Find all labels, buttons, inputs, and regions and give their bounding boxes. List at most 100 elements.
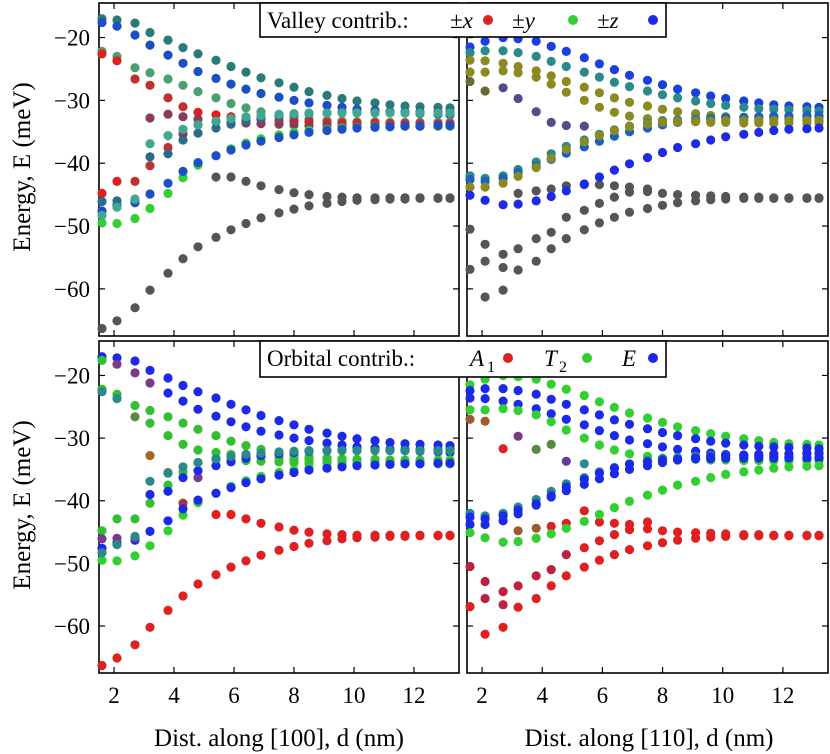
data-point [256, 136, 266, 146]
data-point [513, 93, 523, 104]
data-point [609, 530, 620, 540]
data-point [531, 410, 541, 420]
data-point [178, 135, 188, 145]
data-point [433, 193, 443, 203]
x-tick-label: 12 [771, 683, 794, 708]
data-point [609, 107, 620, 117]
data-point [739, 96, 749, 106]
data-point [721, 132, 731, 142]
data-point [754, 465, 764, 475]
data-point [465, 67, 475, 77]
data-point [400, 121, 410, 131]
data-point [579, 82, 589, 92]
legend-valley-label-y: ±y [512, 8, 536, 33]
data-point [97, 218, 107, 228]
data-point [112, 540, 122, 550]
data-point [657, 538, 668, 548]
data-point [754, 441, 764, 451]
data-point [130, 640, 140, 650]
data-point [609, 463, 620, 473]
data-point [289, 130, 299, 140]
data-point [145, 68, 155, 78]
data-point [784, 462, 794, 472]
data-point [609, 165, 620, 175]
data-point [609, 65, 620, 75]
data-point [130, 303, 140, 313]
data-point [226, 114, 236, 124]
data-point [561, 399, 571, 409]
data-point [657, 188, 668, 198]
data-point [163, 431, 173, 441]
data-point [657, 485, 668, 495]
data-point [211, 232, 221, 242]
data-point [256, 88, 266, 99]
data-point [657, 442, 668, 452]
data-point [241, 441, 251, 451]
data-point [721, 431, 731, 441]
data-point [163, 142, 173, 153]
data-point [226, 79, 236, 89]
data-point [163, 74, 173, 84]
data-point [352, 461, 362, 471]
data-point [465, 182, 475, 192]
data-point [769, 453, 779, 463]
data-point [546, 581, 556, 591]
data-point [304, 201, 314, 211]
data-point [211, 509, 221, 520]
y-tick-label: −40 [54, 151, 90, 176]
data-point [145, 27, 155, 38]
data-point [415, 108, 425, 118]
data-point [211, 488, 221, 498]
data-point [579, 67, 589, 77]
data-point [211, 454, 221, 464]
data-point [289, 95, 299, 105]
data-point [370, 530, 380, 540]
data-point [579, 506, 589, 516]
data-point [546, 153, 556, 163]
data-point [352, 446, 362, 456]
legend-orbital-label-a1: A [468, 346, 485, 371]
data-point [322, 191, 332, 202]
data-point [97, 17, 107, 28]
data-point [304, 87, 314, 97]
data-point [274, 185, 284, 195]
data-point [465, 405, 475, 415]
data-point [513, 509, 523, 519]
data-point [211, 151, 221, 161]
data-point [193, 49, 203, 59]
data-point [691, 139, 701, 149]
data-point [480, 416, 490, 426]
data-point [289, 420, 299, 430]
data-point [579, 474, 589, 484]
data-point [642, 457, 653, 467]
data-point [609, 503, 620, 513]
data-point [130, 213, 140, 224]
data-point [642, 86, 653, 96]
data-point [274, 78, 284, 88]
data-point [226, 61, 236, 72]
data-point [274, 132, 284, 143]
data-point [754, 192, 764, 202]
data-point [385, 100, 395, 110]
data-point [498, 396, 508, 406]
data-point [546, 491, 556, 501]
data-point [433, 446, 443, 456]
data-point [289, 446, 299, 456]
data-point [784, 105, 794, 115]
data-point [814, 193, 824, 203]
data-point [145, 189, 155, 199]
data-point [784, 442, 794, 453]
data-point [706, 454, 716, 464]
data-point [163, 35, 173, 45]
data-point [289, 204, 299, 214]
data-point [385, 437, 395, 448]
data-point [145, 203, 155, 214]
data-points [97, 14, 455, 334]
axis-titles: Energy, E (meV) Energy, E (meV) Dist. al… [9, 82, 774, 752]
legend-valley: Valley contrib.: ±x ±y ±z [259, 2, 667, 38]
data-point [802, 124, 812, 134]
data-point [657, 80, 668, 90]
data-point [465, 519, 475, 530]
data-points [97, 352, 455, 671]
y-tick-label: −50 [54, 551, 90, 576]
